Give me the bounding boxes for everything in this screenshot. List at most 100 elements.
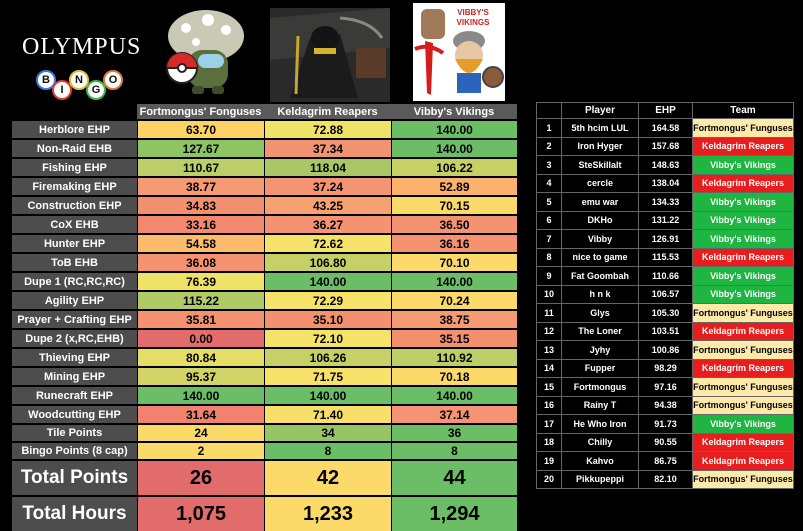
leaderboard-header-ehp: EHP bbox=[638, 102, 693, 119]
leaderboard-player: SteSkillalt bbox=[561, 155, 639, 175]
vikings-image: VIBBY'S VIKINGS bbox=[413, 3, 505, 101]
row-label: Dupe 1 (RC,RC,RC) bbox=[12, 273, 137, 290]
bingo-ball-g: G bbox=[86, 80, 106, 100]
score-cell: 80.84 bbox=[137, 349, 264, 366]
scoreboard-header-row: Fortmongus' Fonguses Keldagrim Reapers V… bbox=[12, 104, 517, 119]
score-cell: 34 bbox=[264, 425, 391, 441]
row-label: Hunter EHP bbox=[12, 235, 137, 252]
team-header-vikings: Vibby's Vikings bbox=[391, 104, 517, 119]
leaderboard-ehp: 131.22 bbox=[638, 210, 693, 230]
score-cell: 71.40 bbox=[264, 406, 391, 423]
score-cell: 72.88 bbox=[264, 121, 391, 138]
leaderboard-row: 16 Rainy T 94.38 Fortmongus' Funguses bbox=[536, 395, 794, 415]
score-cell: 1,294 bbox=[391, 497, 517, 531]
score-cell: 52.89 bbox=[391, 178, 517, 195]
leaderboard-ehp: 164.58 bbox=[638, 118, 693, 138]
score-cell: 37.14 bbox=[391, 406, 517, 423]
scoreboard-row: Hunter EHP 54.58 72.62 36.16 bbox=[12, 235, 517, 252]
leaderboard-team: Vibby's Vikings bbox=[692, 210, 794, 230]
leaderboard-player: Fat Goombah bbox=[561, 266, 639, 286]
score-cell: 140.00 bbox=[391, 121, 517, 138]
score-cell: 71.75 bbox=[264, 368, 391, 385]
score-cell: 26 bbox=[137, 461, 264, 495]
scoreboard-row: Dupe 1 (RC,RC,RC) 76.39 140.00 140.00 bbox=[12, 273, 517, 290]
leaderboard-team: Fortmongus' Funguses bbox=[692, 118, 794, 138]
scoreboard-row: Total Points 26 42 44 bbox=[12, 461, 517, 495]
score-cell: 72.29 bbox=[264, 292, 391, 309]
scoreboard-row: Runecraft EHP 140.00 140.00 140.00 bbox=[12, 387, 517, 404]
score-cell: 70.15 bbox=[391, 197, 517, 214]
scoreboard-row: Bingo Points (8 cap) 2 8 8 bbox=[12, 443, 517, 459]
leaderboard-player: Kahvo bbox=[561, 451, 639, 471]
leaderboard-ehp: 103.51 bbox=[638, 321, 693, 341]
team-header-fonguses: Fortmongus' Fonguses bbox=[137, 104, 264, 119]
score-cell: 43.25 bbox=[264, 197, 391, 214]
leaderboard-ehp: 105.30 bbox=[638, 303, 693, 323]
score-cell: 44 bbox=[391, 461, 517, 495]
leaderboard-rank: 6 bbox=[536, 210, 562, 230]
svg-text:VIKINGS: VIKINGS bbox=[457, 18, 491, 27]
score-cell: 8 bbox=[264, 443, 391, 459]
leaderboard-team: Fortmongus' Funguses bbox=[692, 340, 794, 360]
score-cell: 34.83 bbox=[137, 197, 264, 214]
score-cell: 95.37 bbox=[137, 368, 264, 385]
leaderboard-body: 1 5th hcim LUL 164.58 Fortmongus' Funguses 2… bbox=[536, 118, 794, 489]
row-label: Woodcutting EHP bbox=[12, 406, 137, 423]
score-cell: 36.50 bbox=[391, 216, 517, 233]
leaderboard-row: 10 h n k 106.57 Vibby's Vikings bbox=[536, 284, 794, 304]
score-cell: 140.00 bbox=[391, 387, 517, 404]
leaderboard-row: 13 Jyhy 100.86 Fortmongus' Funguses bbox=[536, 340, 794, 360]
score-cell: 1,075 bbox=[137, 497, 264, 531]
score-cell: 54.58 bbox=[137, 235, 264, 252]
fonguses-mushroom-image bbox=[160, 6, 252, 98]
leaderboard-rank: 14 bbox=[536, 358, 562, 378]
scoreboard-row: Construction EHP 34.83 43.25 70.15 bbox=[12, 197, 517, 214]
score-cell: 70.24 bbox=[391, 292, 517, 309]
leaderboard-rank: 9 bbox=[536, 266, 562, 286]
score-cell: 37.34 bbox=[264, 140, 391, 157]
leaderboard-player: Pikkupeppi bbox=[561, 469, 639, 489]
leaderboard-team: Vibby's Vikings bbox=[692, 192, 794, 212]
leaderboard-row: 17 He Who Iron 91.73 Vibby's Vikings bbox=[536, 414, 794, 434]
leaderboard-team: Keldagrim Reapers bbox=[692, 173, 794, 193]
leaderboard-player: h n k bbox=[561, 284, 639, 304]
leaderboard-header-row: Player EHP Team bbox=[536, 102, 794, 119]
scoreboard-row: Non-Raid EHB 127.67 37.34 140.00 bbox=[12, 140, 517, 157]
olympus-bingo-logo: OLYMPUS B I N G O bbox=[22, 34, 140, 102]
leaderboard-row: 1 5th hcim LUL 164.58 Fortmongus' Funguses bbox=[536, 118, 794, 138]
scoreboard-row: Woodcutting EHP 31.64 71.40 37.14 bbox=[12, 406, 517, 423]
score-cell: 72.10 bbox=[264, 330, 391, 347]
row-label: Thieving EHP bbox=[12, 349, 137, 366]
bingo-ball-b: B bbox=[36, 70, 56, 90]
leaderboard-player: He Who Iron bbox=[561, 414, 639, 434]
score-cell: 140.00 bbox=[264, 273, 391, 290]
leaderboard-team: Vibby's Vikings bbox=[692, 155, 794, 175]
row-label: Total Hours bbox=[12, 497, 137, 531]
leaderboard-row: 18 Chilly 90.55 Keldagrim Reapers bbox=[536, 432, 794, 452]
bingo-ball-n: N bbox=[69, 70, 89, 90]
score-cell: 8 bbox=[391, 443, 517, 459]
leaderboard-player: Chilly bbox=[561, 432, 639, 452]
row-label: Construction EHP bbox=[12, 197, 137, 214]
score-cell: 140.00 bbox=[264, 387, 391, 404]
score-cell: 36.08 bbox=[137, 254, 264, 271]
leaderboard-rank: 15 bbox=[536, 377, 562, 397]
leaderboard-player: Fupper bbox=[561, 358, 639, 378]
leaderboard-team: Keldagrim Reapers bbox=[692, 451, 794, 471]
leaderboard-rank: 1 bbox=[536, 118, 562, 138]
leaderboard-row: 3 SteSkillalt 148.63 Vibby's Vikings bbox=[536, 155, 794, 175]
scoreboard-row: Total Hours 1,075 1,233 1,294 bbox=[12, 497, 517, 531]
leaderboard-ehp: 115.53 bbox=[638, 247, 693, 267]
leaderboard-rank: 18 bbox=[536, 432, 562, 452]
scoreboard-row: ToB EHB 36.08 106.80 70.10 bbox=[12, 254, 517, 271]
scoreboard-row: Thieving EHP 80.84 106.26 110.92 bbox=[12, 349, 517, 366]
row-label: Non-Raid EHB bbox=[12, 140, 137, 157]
scoreboard-row: Herblore EHP 63.70 72.88 140.00 bbox=[12, 121, 517, 138]
leaderboard-row: 20 Pikkupeppi 82.10 Fortmongus' Funguses bbox=[536, 469, 794, 489]
scoreboard-row: Agility EHP 115.22 72.29 70.24 bbox=[12, 292, 517, 309]
score-cell: 38.75 bbox=[391, 311, 517, 328]
leaderboard-team: Vibby's Vikings bbox=[692, 284, 794, 304]
leaderboard-player: Fortmongus bbox=[561, 377, 639, 397]
row-label: Firemaking EHP bbox=[12, 178, 137, 195]
scoreboard-header-blank bbox=[12, 104, 137, 119]
